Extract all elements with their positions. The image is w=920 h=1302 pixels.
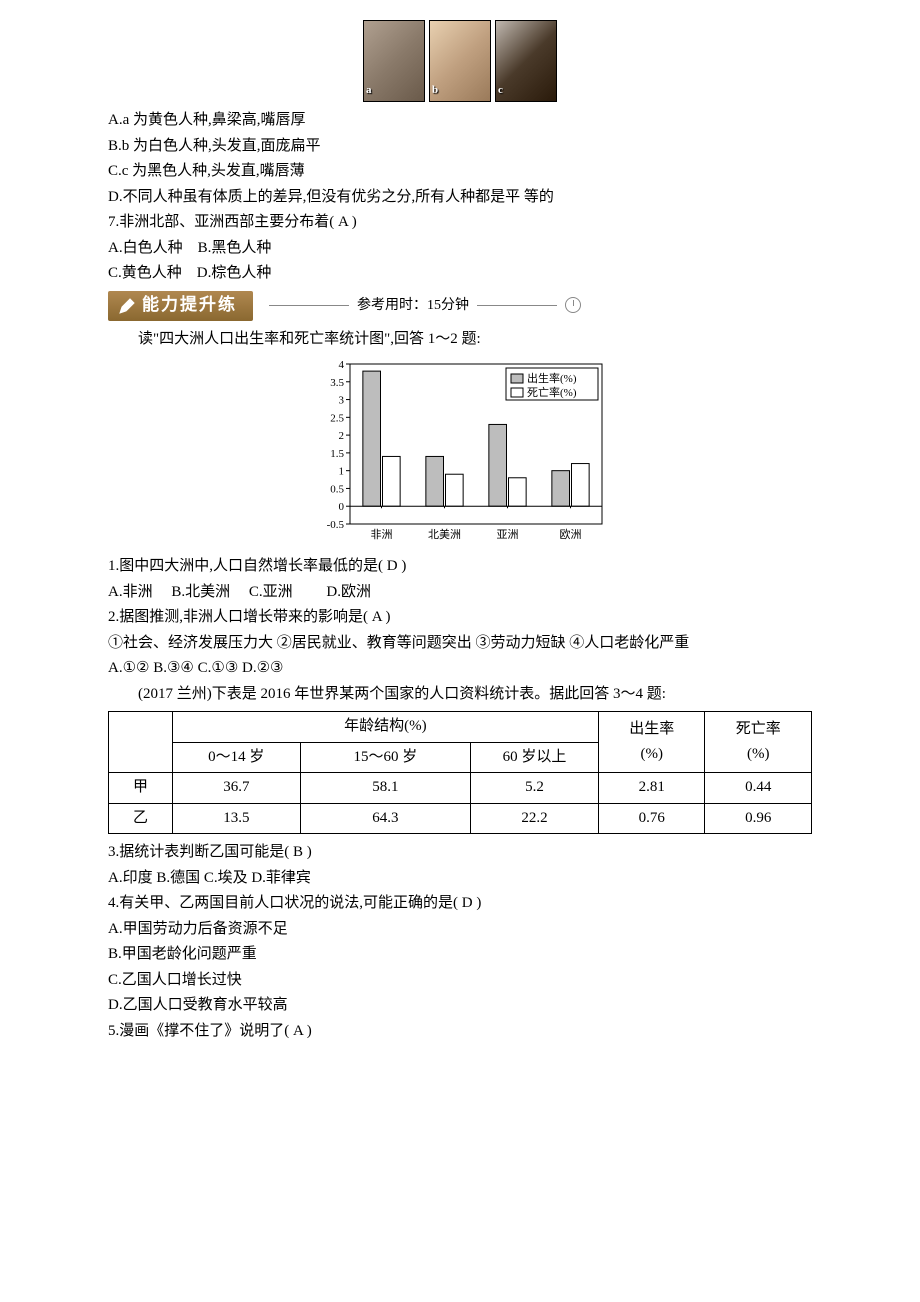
section-sub-text: 参考用时：15分钟 [357,294,469,318]
q1-opt-b: B.北美洲 [171,580,230,606]
age-col-2: 60 岁以上 [471,742,599,773]
birth-death-chart: -0.5 0 0.5 1 1.5 2 2.5 3 3.5 4 非洲 北美洲 亚洲 欧洲 出生率(%)死亡率(… [108,358,812,544]
svg-text:1.5: 1.5 [330,448,344,460]
birth-rate-header: 出生率 (%) [598,712,705,773]
death-rate-header: 死亡率 (%) [705,712,812,773]
chart-intro: 读"四大洲人口出生率和死亡率统计图",回答 1～2 题: [108,327,812,353]
row-label-jia: 甲 [109,773,173,804]
age-structure-header: 年龄结构(%) [172,712,598,743]
q1-options: A.非洲 B.北美洲 C.亚洲 D.欧洲 [108,580,812,606]
cell: 36.7 [172,773,300,804]
option-b: B.b 为白色人种,头发直,面庞扁平 [108,134,812,160]
clock-icon [565,297,581,313]
row-label-yi: 乙 [109,803,173,834]
svg-text:1: 1 [339,466,345,478]
svg-text:3: 3 [339,395,345,407]
photo-label-b: b [432,81,438,100]
photo-label-c: c [498,81,503,100]
section-badge: 能力提升练 [108,291,253,321]
option-c: C.c 为黑色人种,头发直,嘴唇薄 [108,159,812,185]
q2-options: A.①② B.③④ C.①③ D.②③ [108,656,812,682]
q4-opt-b: B.甲国老龄化问题严重 [108,942,812,968]
cell: 58.1 [300,773,470,804]
q2-stem: 2.据图推测,非洲人口增长带来的影响是( A ) [108,605,812,631]
section-header: 能力提升练 参考用时：15分钟 [108,291,812,321]
q4-stem: 4.有关甲、乙两国目前人口状况的说法,可能正确的是( D ) [108,891,812,917]
sep-line-left [269,305,349,306]
svg-text:0: 0 [339,501,345,513]
race-photo-row: a b c [108,20,812,102]
svg-text:出生率(%): 出生率(%) [527,371,577,385]
cell: 64.3 [300,803,470,834]
q7-stem: 7.非洲北部、亚洲西部主要分布着( A ) [108,210,812,236]
svg-text:4: 4 [339,359,345,371]
cell: 2.81 [598,773,705,804]
q3-stem: 3.据统计表判断乙国可能是( B ) [108,840,812,866]
q1-opt-d: D.欧洲 [326,580,371,606]
chart-svg: -0.5 0 0.5 1 1.5 2 2.5 3 3.5 4 非洲 北美洲 亚洲 欧洲 出生率(%)死亡率(… [310,358,610,544]
section-sub: 参考用时：15分钟 [269,294,581,318]
cell: 0.44 [705,773,812,804]
q7-opt-d: D.棕色人种 [197,261,272,287]
q1-opt-a: A.非洲 [108,580,153,606]
q4-opt-d: D.乙国人口受教育水平较高 [108,993,812,1019]
svg-text:非洲: 非洲 [371,528,393,541]
svg-text:北美洲: 北美洲 [428,528,461,541]
pencil-icon [118,297,136,315]
age-col-0: 0～14 岁 [172,742,300,773]
q1-stem: 1.图中四大洲中,人口自然增长率最低的是( D ) [108,554,812,580]
table-corner [109,712,173,773]
population-table: 年龄结构(%) 出生率 (%) 死亡率 (%) 0～14 岁 15～60 岁 6… [108,711,812,834]
q4-opt-a: A.甲国劳动力后备资源不足 [108,917,812,943]
svg-text:2: 2 [339,430,345,442]
cell: 5.2 [471,773,599,804]
cell: 0.76 [598,803,705,834]
svg-text:2.5: 2.5 [330,412,344,424]
race-photo-a: a [363,20,425,102]
table-head-row1: 年龄结构(%) 出生率 (%) 死亡率 (%) [109,712,812,743]
q7-options-row1: A.白色人种 B.黑色人种 [108,236,812,262]
cell: 0.96 [705,803,812,834]
svg-text:-0.5: -0.5 [327,519,345,531]
q7-opt-c: C.黄色人种 [108,261,182,287]
option-a: A.a 为黄色人种,鼻梁高,嘴唇厚 [108,108,812,134]
race-photo-c: c [495,20,557,102]
q2-statements: ①社会、经济发展压力大 ②居民就业、教育等问题突出 ③劳动力短缺 ④人口老龄化严… [108,631,812,657]
table-row: 乙 13.5 64.3 22.2 0.76 0.96 [109,803,812,834]
table-row: 甲 36.7 58.1 5.2 2.81 0.44 [109,773,812,804]
photo-label-a: a [366,81,372,100]
svg-text:3.5: 3.5 [330,377,344,389]
q7-opt-b: B.黑色人种 [198,236,272,262]
q7-options-row2: C.黄色人种 D.棕色人种 [108,261,812,287]
q5-stem: 5.漫画《撑不住了》说明了( A ) [108,1019,812,1045]
sep-line-right [477,305,557,306]
svg-text:欧洲: 欧洲 [560,528,582,541]
option-d: D.不同人种虽有体质上的差异,但没有优劣之分,所有人种都是平 等的 [108,185,812,211]
svg-text:0.5: 0.5 [330,483,344,495]
section-badge-text: 能力提升练 [142,291,237,320]
table-intro: (2017 兰州)下表是 2016 年世界某两个国家的人口资料统计表。据此回答 … [108,682,812,708]
svg-text:亚洲: 亚洲 [497,529,519,541]
cell: 22.2 [471,803,599,834]
cell: 13.5 [172,803,300,834]
q1-opt-c: C.亚洲 [249,580,293,606]
q3-options: A.印度 B.德国 C.埃及 D.菲律宾 [108,866,812,892]
svg-text:死亡率(%): 死亡率(%) [527,385,577,399]
age-col-1: 15～60 岁 [300,742,470,773]
q7-opt-a: A.白色人种 [108,236,183,262]
q4-opt-c: C.乙国人口增长过快 [108,968,812,994]
race-photo-b: b [429,20,491,102]
